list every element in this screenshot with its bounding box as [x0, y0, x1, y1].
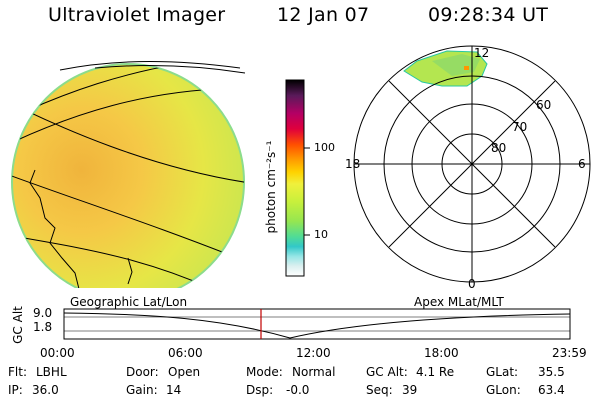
- mlat-label-70: 70: [512, 120, 528, 134]
- timeline-plot: [63, 308, 571, 340]
- dsp-label: Dsp:: [246, 383, 274, 397]
- timeline-y-bottom: 1.8: [33, 320, 53, 334]
- ip-value: 36.0: [32, 383, 59, 397]
- mlt-label-12: 12: [474, 46, 490, 60]
- observation-date: 12 Jan 07: [277, 4, 370, 26]
- mode-label: Mode:: [246, 365, 283, 379]
- mlt-label-0: 0: [468, 277, 476, 291]
- flt-value: LBHL: [36, 365, 67, 379]
- auroral-emission: [432, 54, 480, 76]
- door-value: Open: [168, 365, 201, 379]
- ip-label: IP:: [8, 383, 23, 397]
- colorbar-tick-10: 10: [314, 228, 328, 241]
- mlat-label-80: 80: [491, 141, 507, 155]
- colorbar-tick-100: 100: [314, 141, 335, 154]
- timeline-x-1800: 18:00: [424, 346, 459, 360]
- altitude-curve: [63, 312, 571, 339]
- coastline: [21, 257, 39, 279]
- earth-image: [11, 61, 246, 288]
- timeline-x-2359: 23:59: [552, 346, 587, 360]
- door-label: Door:: [126, 365, 159, 379]
- timeline-x-0000: 00:00: [40, 346, 75, 360]
- color-bar: [285, 79, 310, 277]
- timeline-right-title: Apex MLat/MLT: [414, 295, 504, 309]
- gcalt-value: 4.1 Re: [416, 365, 455, 379]
- mode-value: Normal: [292, 365, 336, 379]
- seq-label: Seq:: [366, 383, 393, 397]
- glat-label: GLat:: [486, 365, 519, 379]
- gain-value: 14: [166, 383, 182, 397]
- observation-time: 09:28:34 UT: [428, 4, 549, 26]
- glon-label: GLon:: [486, 383, 521, 397]
- coastline: [127, 257, 133, 285]
- glat-value: 35.5: [538, 365, 565, 379]
- mlat-label-60: 60: [536, 98, 552, 112]
- glon-value: 63.4: [538, 383, 565, 397]
- mlt-label-6: 6: [578, 157, 586, 171]
- dsp-value: -0.0: [286, 383, 310, 397]
- graticule-line: [59, 61, 241, 71]
- coastline: [29, 169, 81, 288]
- flt-label: Flt:: [8, 365, 27, 379]
- graticule-line: [12, 232, 244, 288]
- gain-label: Gain:: [126, 383, 158, 397]
- instrument-title: Ultraviolet Imager: [48, 4, 226, 26]
- timeline-left-title: Geographic Lat/Lon: [70, 295, 188, 309]
- timeline-y-top: 9.0: [33, 306, 53, 320]
- timeline-x-1200: 12:00: [296, 346, 331, 360]
- seq-value: 39: [402, 383, 418, 397]
- gcalt-label: GC Alt:: [366, 365, 408, 379]
- polar-plot: [353, 45, 591, 283]
- timeline-x-0600: 06:00: [168, 346, 203, 360]
- colorbar-unit-label: photon cm⁻²s⁻¹: [264, 140, 278, 234]
- mlt-label-18: 18: [345, 157, 361, 171]
- earth-disk: [11, 63, 245, 288]
- graticule-line: [94, 65, 246, 74]
- graticule-line: [12, 167, 244, 264]
- auroral-emission: [464, 66, 469, 70]
